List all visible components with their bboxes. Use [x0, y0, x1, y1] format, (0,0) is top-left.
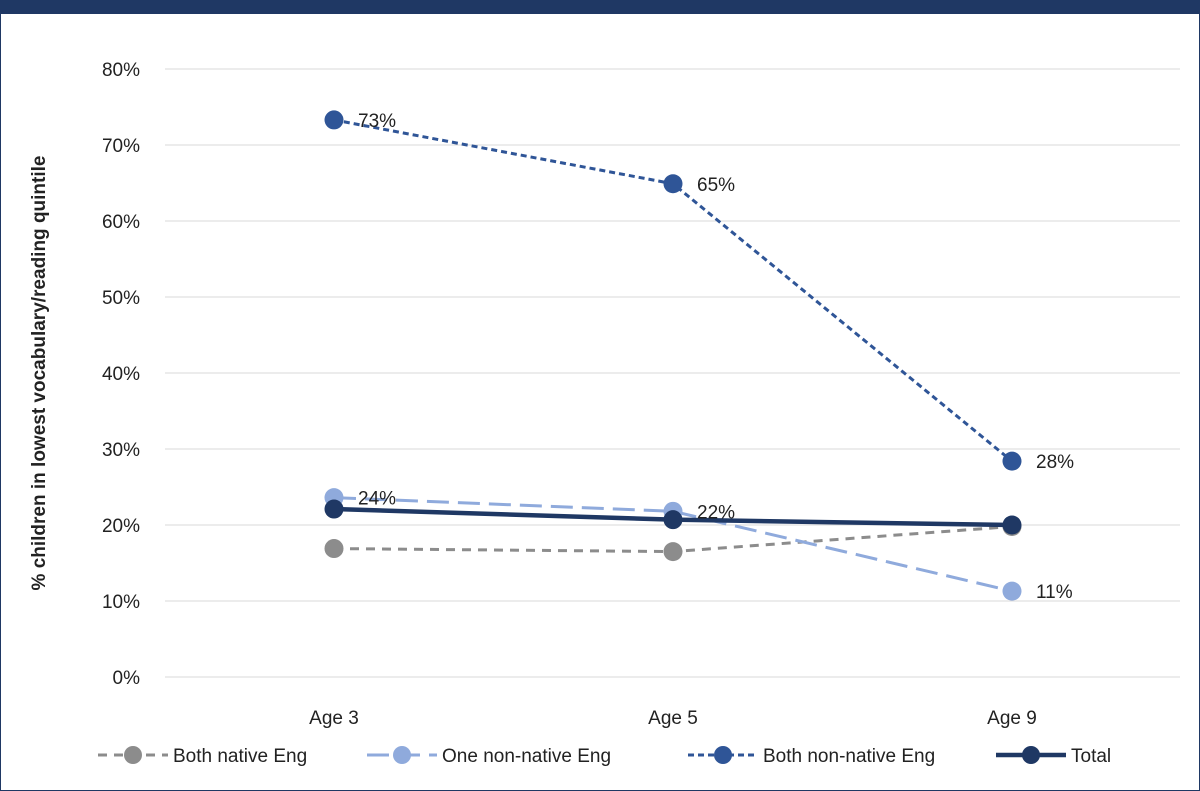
- y-tick-label: 30%: [102, 440, 140, 461]
- data-point: [1002, 515, 1022, 535]
- data-point: [1002, 581, 1022, 601]
- x-tick-label: Age 9: [987, 708, 1037, 729]
- x-tick-label: Age 3: [309, 708, 359, 729]
- data-point: [663, 542, 683, 562]
- data-point: [663, 174, 683, 194]
- data-label: 11%: [1036, 582, 1073, 603]
- data-label: 73%: [358, 111, 396, 132]
- series-line: [333, 118, 1013, 463]
- data-point: [324, 110, 344, 130]
- legend-label: Both non-native Eng: [763, 746, 935, 767]
- y-tick-label: 40%: [102, 364, 140, 385]
- y-axis-label: % children in lowest vocabulary/reading …: [29, 156, 50, 591]
- data-label: 28%: [1036, 452, 1074, 473]
- legend: Both native Eng One non-native Eng Both no…: [98, 746, 1111, 767]
- legend-label: Both native Eng: [173, 746, 307, 767]
- data-labels: 24% 22% 11% 73% 65% 28%: [358, 111, 1074, 603]
- y-tick-labels: 0% 10% 20% 30% 40% 50% 60% 70% 80%: [102, 60, 140, 689]
- legend-label: Total: [1071, 746, 1111, 767]
- y-tick-label: 10%: [102, 592, 140, 613]
- series-lines: [324, 110, 1022, 601]
- series-line: [333, 496, 1013, 593]
- y-tick-label: 60%: [102, 212, 140, 233]
- legend-label: One non-native Eng: [442, 746, 611, 767]
- gridlines: [165, 68, 1180, 678]
- legend-marker: [714, 746, 732, 764]
- data-point: [324, 539, 344, 559]
- y-tick-label: 20%: [102, 516, 140, 537]
- data-point: [1002, 451, 1022, 471]
- y-tick-label: 80%: [102, 60, 140, 81]
- y-tick-label: 70%: [102, 136, 140, 157]
- y-tick-label: 0%: [113, 668, 141, 689]
- data-label: 22%: [697, 502, 735, 523]
- data-point: [663, 510, 683, 530]
- y-tick-label: 50%: [102, 288, 140, 309]
- data-point: [324, 499, 344, 519]
- data-label: 65%: [697, 175, 735, 196]
- data-label: 24%: [358, 489, 396, 510]
- top-bar: [0, 0, 1200, 14]
- x-tick-label: Age 5: [648, 708, 698, 729]
- x-tick-labels: Age 3 Age 5 Age 9: [309, 708, 1037, 729]
- legend-marker: [393, 746, 411, 764]
- legend-marker: [124, 746, 142, 764]
- legend-marker: [1022, 746, 1040, 764]
